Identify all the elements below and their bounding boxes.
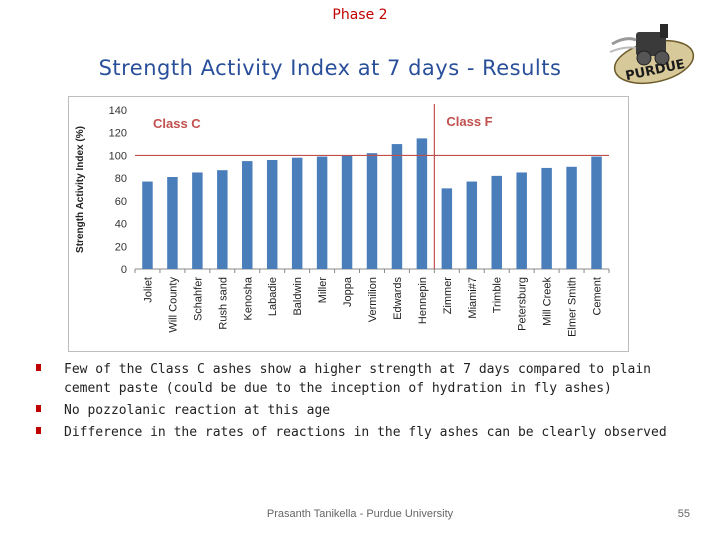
class-f-label: Class F (446, 114, 492, 129)
x-tick-label: Edwards (392, 277, 404, 320)
x-tick-label: Miller (317, 277, 329, 304)
y-tick-label: 0 (121, 264, 127, 276)
bar (416, 138, 428, 269)
x-tick-label: Schahfer (192, 277, 204, 321)
x-tick-label: Hennepin (417, 277, 429, 324)
x-tick-label: Rush sand (217, 277, 229, 330)
bar (167, 177, 178, 269)
bar (242, 161, 253, 269)
bar (266, 159, 278, 269)
bullet-text: No pozzolanic reaction at this age (64, 403, 331, 418)
y-tick-label: 60 (115, 196, 127, 208)
x-tick-label: Elmer Smith (567, 277, 579, 337)
bullet-item: No pozzolanic reaction at this age (36, 401, 676, 420)
footer-author: Prasanth Tanikella - Purdue University (266, 508, 454, 520)
x-tick-label: Vermilion (367, 277, 379, 322)
bar (217, 170, 228, 269)
bar (291, 157, 303, 269)
y-tick-label: 80 (115, 173, 127, 185)
bullet-text: Few of the Class C ashes show a higher s… (64, 362, 651, 396)
x-tick-label: Zimmer (442, 277, 454, 315)
y-tick-label: 40 (115, 219, 127, 231)
x-tick-label: Labadie (267, 277, 279, 316)
bar (591, 156, 602, 269)
x-tick-label: Petersburg (517, 277, 529, 331)
bar-chart: 0 20 40 60 80 100 120 140 Strength Activity Inde… (75, 104, 610, 337)
locomotive-logo-icon: PURDUE (606, 14, 702, 94)
bullet-list: Few of the Class C ashes show a higher s… (36, 360, 676, 445)
bar (192, 172, 203, 269)
x-tick-label: Joliet (142, 277, 154, 303)
phase-label: Phase 2 (332, 7, 388, 23)
bullet-item: Difference in the rates of reactions in … (36, 423, 676, 442)
bar (466, 181, 478, 269)
bullet-text: Difference in the rates of reactions in … (64, 425, 667, 440)
y-tick-label: 20 (115, 241, 127, 253)
bullet-marker (36, 405, 41, 412)
class-c-label: Class C (153, 116, 201, 131)
y-tick-label: 140 (109, 105, 127, 117)
x-tick-label: Cement (592, 277, 604, 316)
bar (491, 175, 502, 269)
bar (341, 155, 353, 269)
bar (142, 181, 153, 269)
chart-container: 0 20 40 60 80 100 120 140 Strength Activity Inde… (68, 96, 629, 352)
x-tick-label: Kenosha (242, 276, 254, 320)
bar (366, 153, 378, 269)
x-tick-label: Mill Creek (542, 277, 554, 326)
x-tick-label: Joppa (342, 276, 354, 307)
bullet-item: Few of the Class C ashes show a higher s… (36, 360, 676, 398)
x-tick-label: Trimble (492, 277, 504, 313)
bullet-marker (36, 427, 41, 434)
slide-title: Strength Activity Index at 7 days - Resu… (98, 56, 562, 80)
bar (516, 172, 527, 269)
bar (391, 144, 403, 269)
x-tick-label: Miami#7 (467, 277, 479, 319)
bar (541, 167, 552, 269)
bullet-marker (36, 364, 41, 371)
x-tick-label: Baldwin (292, 277, 304, 316)
y-tick-label: 120 (109, 128, 127, 140)
y-axis-label: Strength Activity Index (%) (75, 126, 86, 253)
bar (316, 156, 328, 269)
bar (566, 166, 577, 269)
x-tick-label: Will County (167, 277, 179, 333)
bar (441, 188, 453, 269)
page-number: 55 (677, 508, 690, 520)
y-tick-label: 100 (109, 150, 127, 162)
